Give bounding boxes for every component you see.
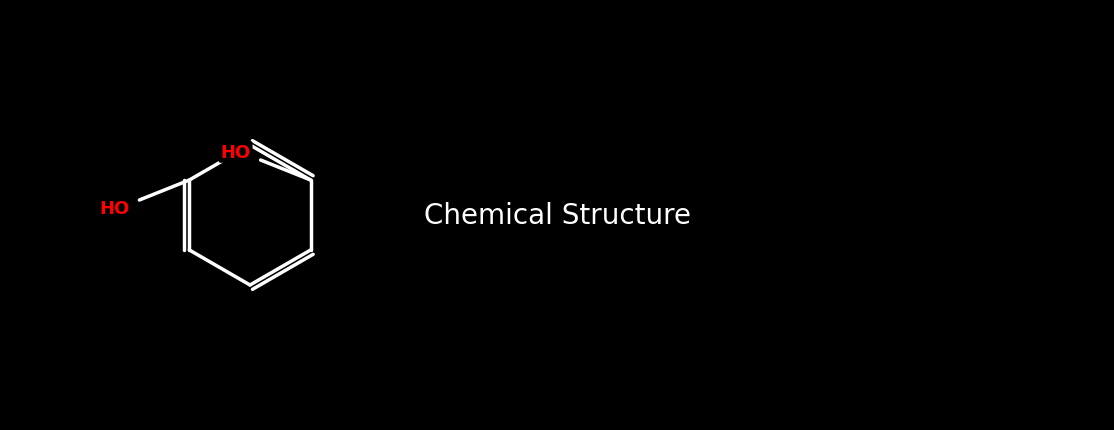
Text: HO: HO: [221, 144, 251, 162]
Text: HO: HO: [99, 200, 129, 218]
Text: Chemical Structure: Chemical Structure: [423, 202, 691, 230]
